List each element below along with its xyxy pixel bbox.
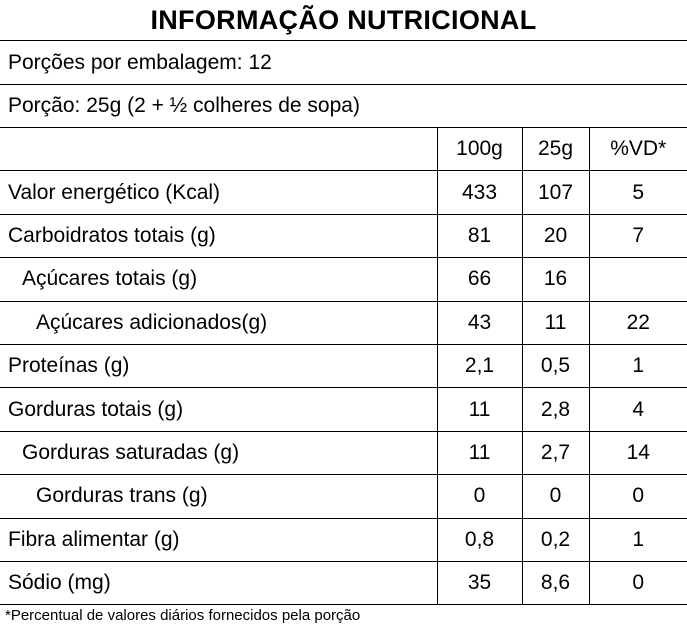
label-title: INFORMAÇÃO NUTRICIONAL [150,4,537,35]
divider-top [0,40,687,41]
value-25g: 0 [521,474,590,519]
value-25g: 2,8 [521,387,590,432]
nutrient-name: Valor energético (Kcal) [0,170,437,215]
nutrient-name: Gorduras trans (g) [0,474,437,519]
value-100g: 0,8 [436,517,523,562]
value-25g: 16 [521,257,590,302]
value-100g: 81 [436,213,523,259]
value-100g: 0 [436,474,523,519]
table-row: Açúcares adicionados(g) 43 11 22 [0,300,687,345]
value-25g: 107 [521,170,590,215]
serving-size-row: Porção: 25g (2 + ½ colheres de sopa) [0,85,687,127]
table-row: Proteínas (g) 2,1 0,5 1 [0,343,687,389]
value-vd: 0 [588,474,687,519]
value-25g: 0,5 [521,343,590,389]
nutrition-table-body: 100g 25g %VD* Valor energético (Kcal) 43… [0,126,687,606]
value-100g: 11 [436,430,523,476]
footnote: *Percentual de valores diários fornecido… [5,607,361,624]
value-100g: 66 [436,257,523,302]
table-row: Gorduras saturadas (g) 11 2,7 14 [0,430,687,476]
value-vd: 7 [588,213,687,259]
table-row: Gorduras totais (g) 11 2,8 4 [0,387,687,432]
servings-per-package: Porções por embalagem: 12 [8,50,272,74]
column-header-25g: 25g [521,126,590,172]
value-100g: 11 [436,387,523,432]
value-vd: 1 [588,517,687,562]
value-vd: 14 [588,430,687,476]
table-row: Valor energético (Kcal) 433 107 5 [0,170,687,215]
column-header-100g: 100g [436,126,523,172]
table-row: Carboidratos totais (g) 81 20 7 [0,213,687,259]
nutrition-table: 100g 25g %VD* Valor energético (Kcal) 43… [0,126,687,606]
value-100g: 43 [436,300,523,345]
value-vd: 1 [588,343,687,389]
nutrient-name: Açúcares totais (g) [0,257,437,302]
table-row: Fibra alimentar (g) 0,8 0,2 1 [0,517,687,562]
table-header-row: 100g 25g %VD* [0,126,687,172]
value-25g: 0,2 [521,517,590,562]
nutrient-name: Carboidratos totais (g) [0,213,437,259]
servings-row: Porções por embalagem: 12 [0,41,687,84]
value-25g: 20 [521,213,590,259]
header-empty-cell [0,126,437,172]
divider-servings [0,84,687,85]
value-vd: 22 [588,300,687,345]
table-row: Sódio (mg) 35 8,6 0 [0,560,687,606]
table-row: Açúcares totais (g) 66 16 [0,257,687,302]
value-vd: 5 [588,170,687,215]
nutrient-name: Gorduras saturadas (g) [0,430,437,476]
serving-size: Porção: 25g (2 + ½ colheres de sopa) [8,94,360,117]
value-25g: 8,6 [521,560,590,606]
nutrient-name: Gorduras totais (g) [0,387,437,432]
nutrient-name: Sódio (mg) [0,560,437,606]
value-25g: 2,7 [521,430,590,476]
value-100g: 433 [436,170,523,215]
value-vd [588,257,687,302]
table-row: Gorduras trans (g) 0 0 0 [0,474,687,519]
value-vd: 0 [588,560,687,606]
value-100g: 35 [436,560,523,606]
nutrient-name: Fibra alimentar (g) [0,517,437,562]
value-vd: 4 [588,387,687,432]
column-header-vd: %VD* [588,126,687,172]
value-100g: 2,1 [436,343,523,389]
value-25g: 11 [521,300,590,345]
nutrient-name: Proteínas (g) [0,343,437,389]
nutrient-name: Açúcares adicionados(g) [0,300,437,345]
